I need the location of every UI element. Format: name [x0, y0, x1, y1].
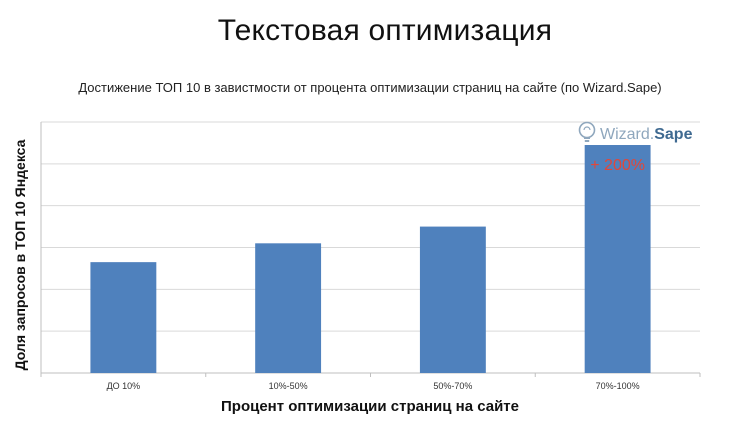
growth-annotation: + 200%: [590, 157, 645, 174]
watermark-part2: Sape: [654, 125, 693, 143]
x-tick-label: 50%-70%: [433, 381, 472, 391]
bulb-icon: [578, 121, 596, 148]
wizard-sape-watermark: Wizard.Sape: [578, 121, 692, 148]
x-axis-label: Процент оптимизации страниц на сайте: [221, 398, 519, 415]
x-tick-label: 70%-100%: [596, 381, 640, 391]
chart-title: Достижение ТОП 10 в завистмости от проце…: [78, 80, 662, 95]
x-tick-label: 10%-50%: [269, 381, 308, 391]
bar: [255, 243, 322, 373]
bar: [419, 226, 486, 373]
slide-title: Текстовая оптимизация: [217, 14, 553, 47]
x-tick-label: ДО 10%: [107, 381, 141, 391]
watermark-part1: Wizard.: [600, 125, 655, 143]
watermark-text: Wizard.Sape: [600, 126, 692, 144]
bar: [90, 262, 157, 373]
bar: [584, 145, 651, 373]
